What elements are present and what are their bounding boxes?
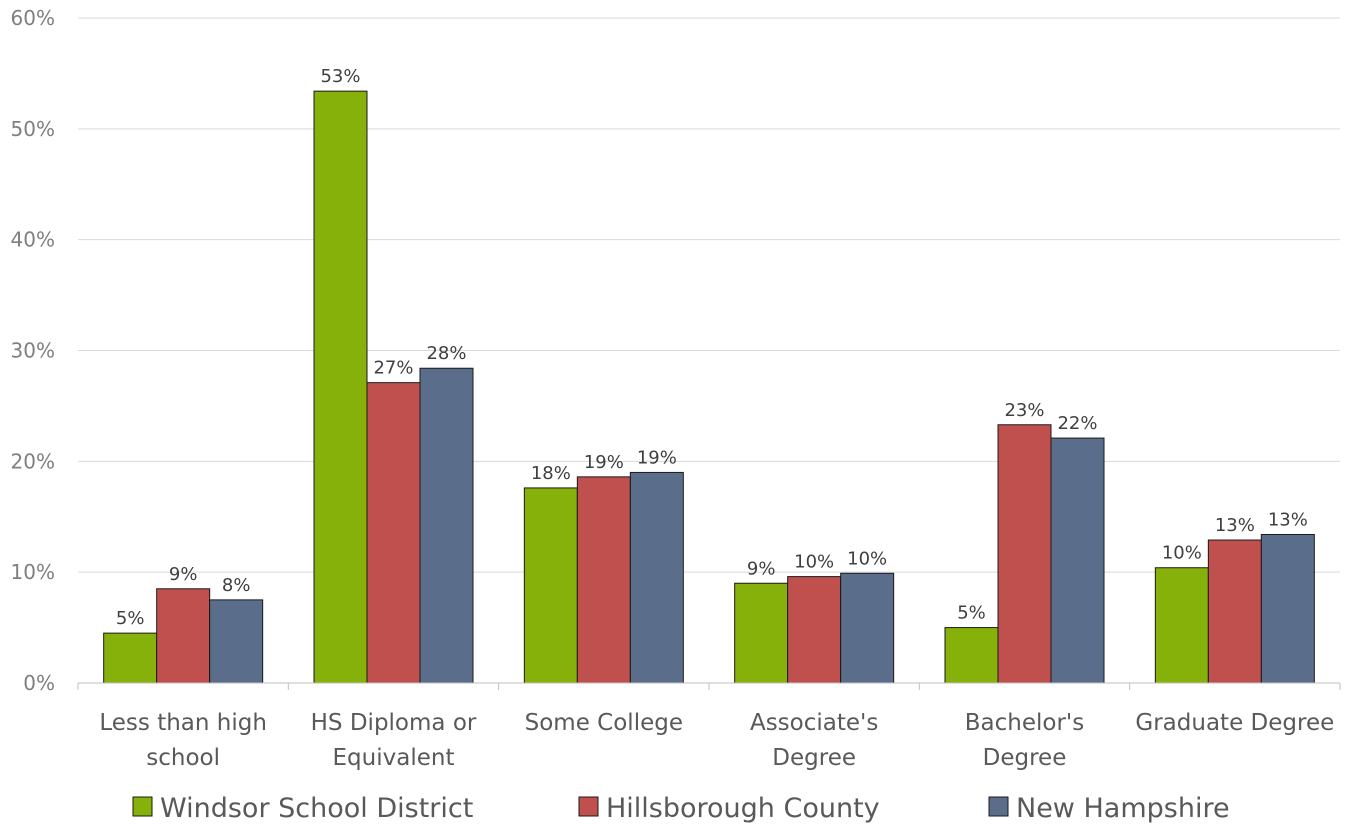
data-label: 8% (222, 575, 251, 596)
y-tick-label: 30% (11, 339, 55, 363)
x-tick-label: Graduate Degree (1135, 710, 1334, 736)
data-label: 19% (584, 452, 624, 473)
bar (1154, 567, 1209, 684)
bar (1260, 533, 1315, 684)
data-label: 18% (531, 463, 571, 484)
data-label: 10% (1162, 543, 1202, 564)
legend-swatch (132, 796, 153, 817)
x-tick-label: Some College (525, 710, 683, 736)
bar (1050, 437, 1105, 684)
bar (209, 599, 264, 684)
y-tick-label: 60% (11, 6, 55, 30)
data-label: 28% (426, 343, 466, 364)
bar (366, 382, 421, 684)
bar (787, 576, 842, 684)
y-axis-ticks: 0% 10% 20% 30% 40% 50% 60% (11, 6, 55, 695)
data-label: 27% (373, 358, 413, 379)
data-label: 13% (1215, 515, 1255, 536)
x-tick-label: Bachelor's Degree (965, 710, 1084, 771)
data-label: 10% (847, 548, 887, 569)
y-tick-label: 20% (11, 449, 55, 473)
data-label: 13% (1268, 509, 1308, 530)
legend-label: Hillsborough County (606, 793, 880, 824)
data-label: 9% (747, 558, 776, 579)
legend-label: New Hampshire (1016, 793, 1230, 824)
legend: Windsor School District Hillsborough Coun… (132, 793, 1230, 824)
bar (997, 424, 1052, 684)
x-tick-label: HS Diploma or Equivalent (311, 710, 477, 771)
y-tick-label: 10% (11, 560, 55, 584)
gridlines (78, 17, 1340, 573)
legend-swatch (988, 796, 1009, 817)
bar (576, 476, 631, 684)
data-label: 10% (794, 552, 834, 573)
data-label: 9% (169, 564, 198, 585)
data-labels: 5% 53% 18% 9% 5% 10% 9% 27% 19% 10% 23% 13% 8% 28% 19%… (116, 66, 1308, 629)
x-tick-label: Associate's Degree (750, 710, 878, 771)
x-axis-categories: Less than high school HS Diploma or Equival… (99, 710, 1334, 771)
bar (840, 572, 895, 684)
bar (523, 487, 578, 684)
bar (1207, 539, 1262, 684)
data-label: 5% (957, 603, 986, 624)
y-tick-label: 50% (11, 117, 55, 141)
y-tick-label: 40% (11, 228, 55, 252)
bar (103, 632, 158, 684)
data-label: 53% (320, 66, 360, 87)
data-label: 5% (116, 608, 145, 629)
data-label: 23% (1004, 400, 1044, 421)
bar (734, 582, 789, 684)
bars (103, 90, 1315, 684)
bar (629, 471, 684, 684)
x-axis (77, 682, 1341, 690)
bar (156, 588, 211, 684)
x-tick-label: Less than high school (99, 710, 267, 771)
bar (419, 367, 474, 684)
bar (313, 90, 368, 684)
y-tick-label: 0% (23, 671, 55, 695)
legend-swatch (578, 796, 599, 817)
legend-label: Windsor School District (160, 793, 473, 824)
data-label: 22% (1057, 413, 1097, 434)
data-label: 19% (637, 447, 677, 468)
bar (944, 627, 999, 684)
